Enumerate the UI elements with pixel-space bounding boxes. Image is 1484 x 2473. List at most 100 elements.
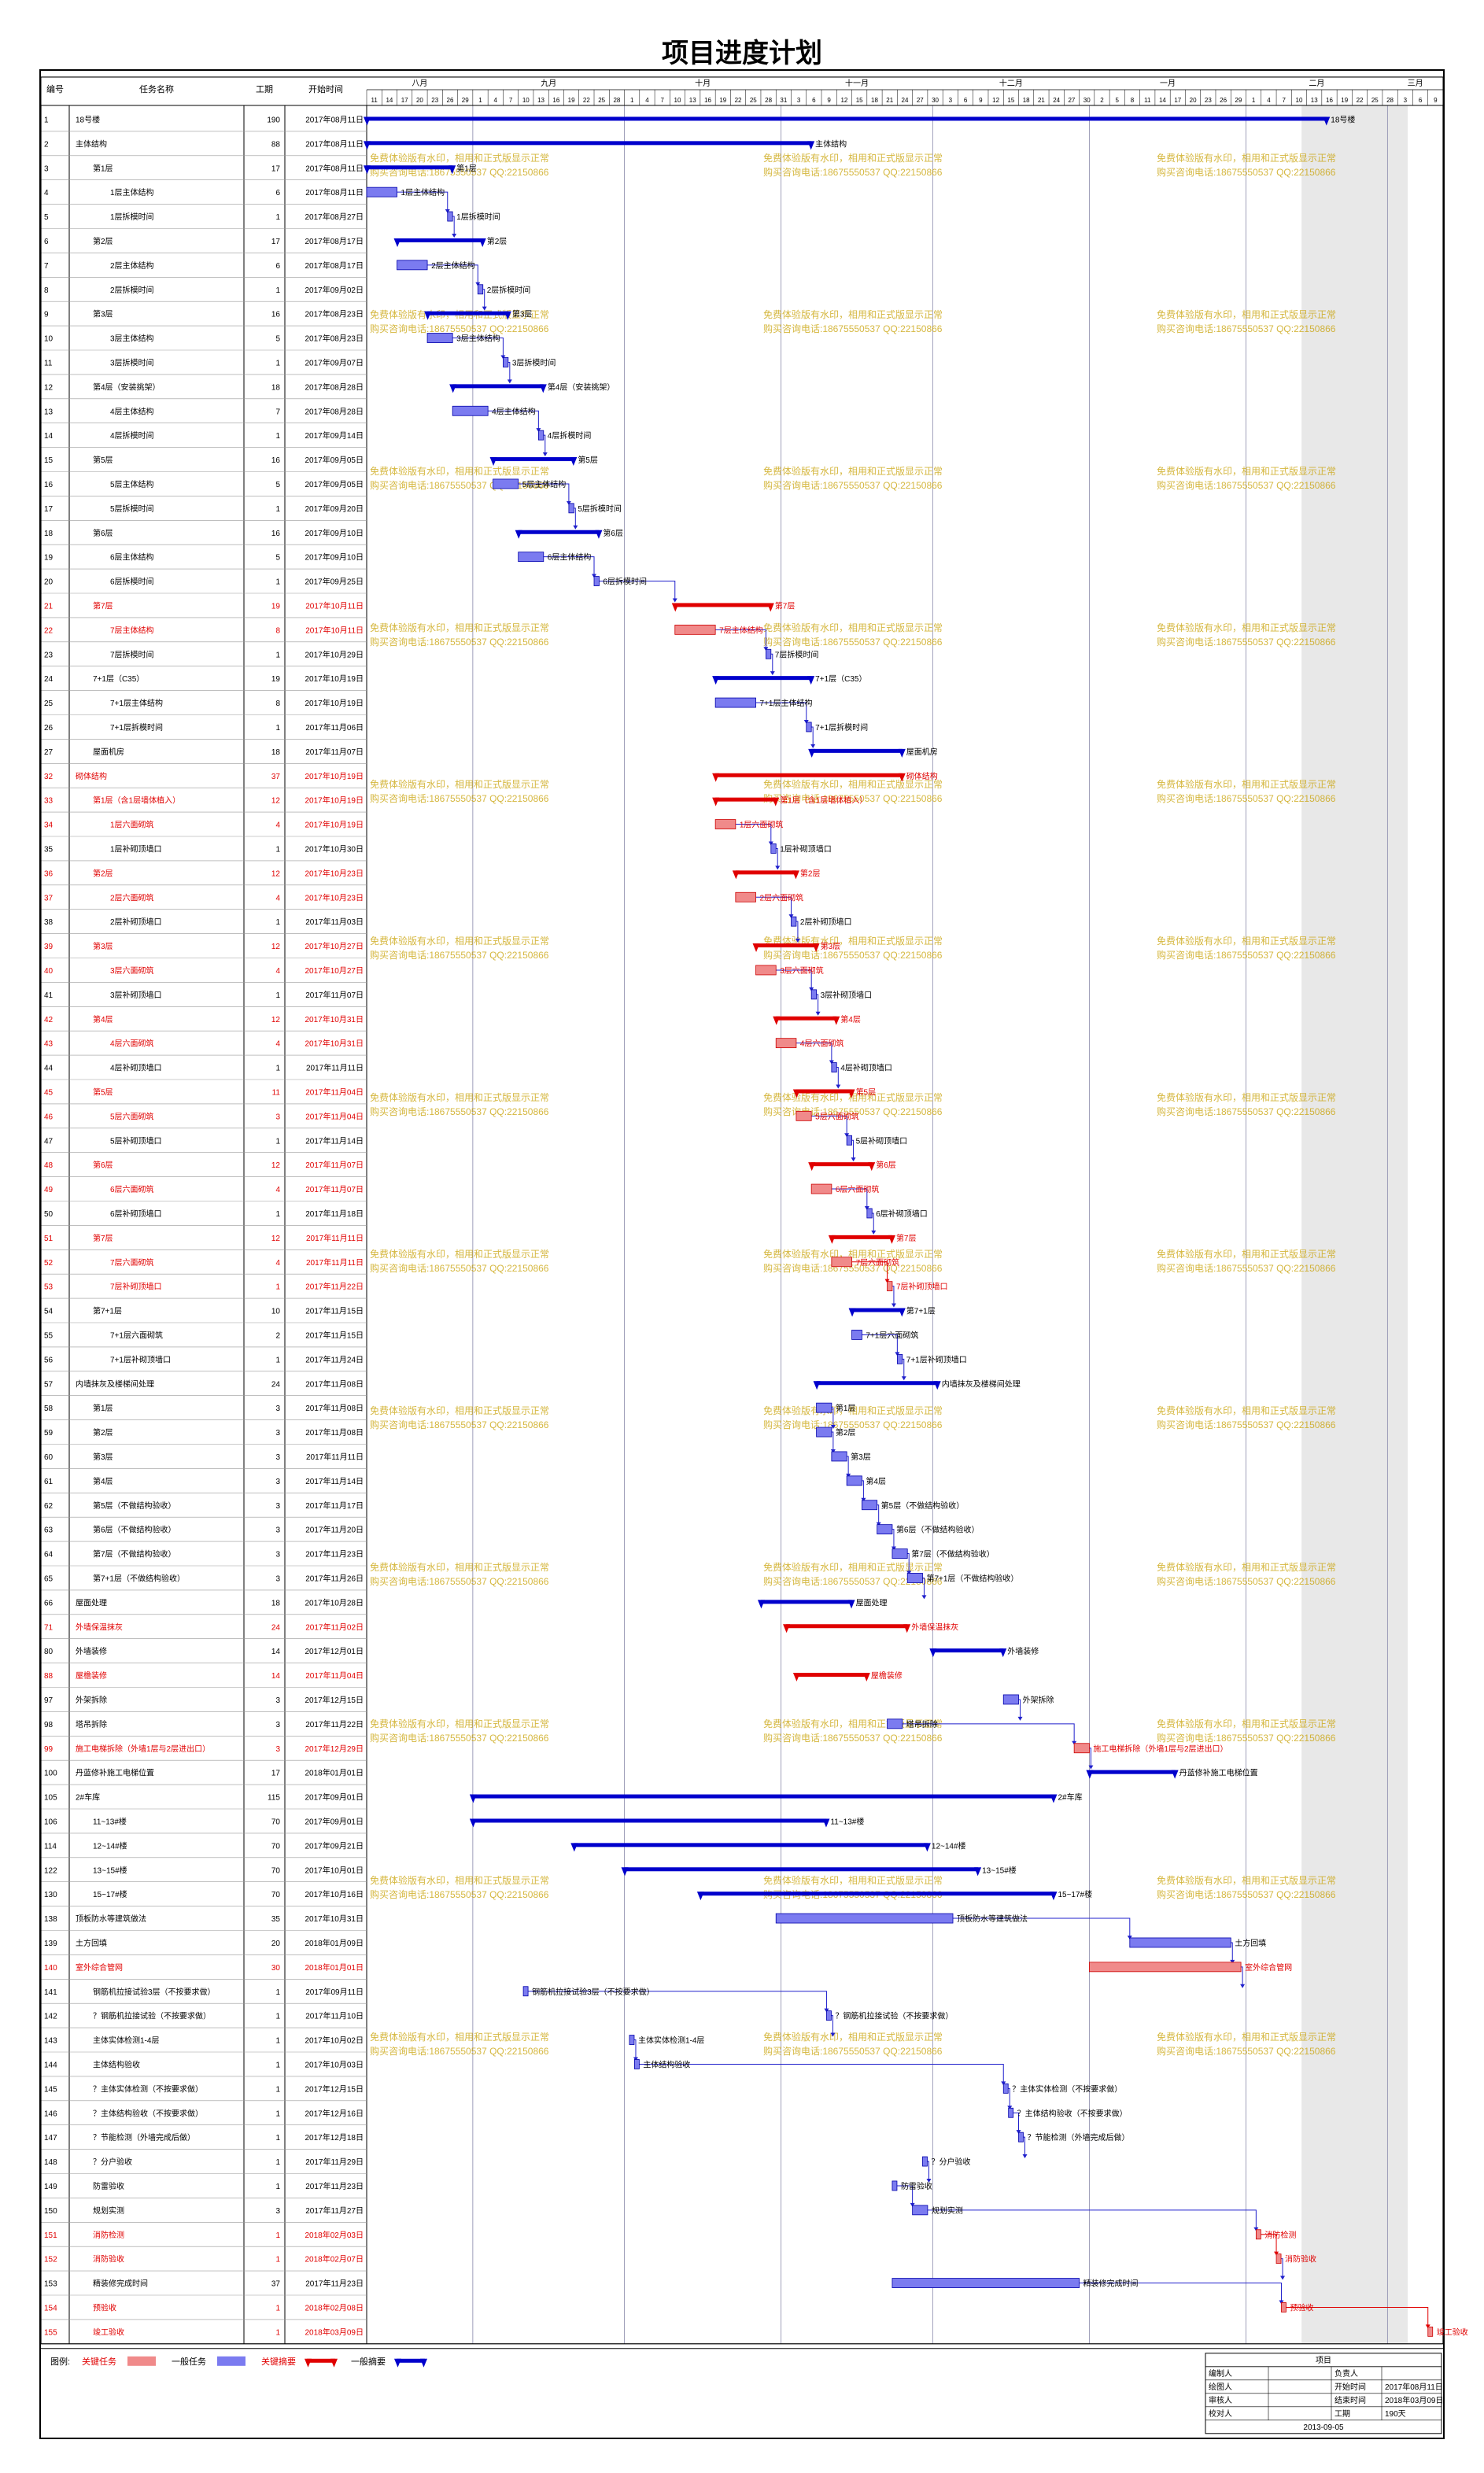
task-name: 3层拆模时间 — [110, 357, 154, 367]
task-name: 第7层 — [93, 600, 113, 611]
day-tick-label: 19 — [1341, 97, 1348, 104]
bar-label: 1层六面砌筑 — [740, 820, 784, 830]
legend-swatch-cap — [330, 2358, 338, 2368]
task-id: 42 — [44, 1016, 54, 1024]
task-bar — [503, 357, 509, 367]
summary-cap-start — [424, 311, 432, 320]
task-duration: 1 — [275, 2256, 280, 2264]
summary-bar — [674, 603, 771, 607]
dependency-link — [831, 1431, 834, 1452]
bar-label: ？钢筋机拉接试验（不按要求做） — [835, 2011, 953, 2021]
footer-project-label: 项目 — [1316, 2356, 1331, 2365]
task-duration: 12 — [271, 1235, 281, 1243]
task-id: 45 — [44, 1088, 54, 1097]
task-duration: 3 — [275, 1551, 280, 1559]
bar-label: 7+1层（C35） — [815, 674, 866, 684]
task-id: 61 — [44, 1478, 54, 1486]
summary-cap-start — [1086, 1770, 1094, 1779]
task-name: ？主体结构验收（不按要求做） — [93, 2108, 203, 2118]
day-tick-label: 14 — [386, 97, 393, 104]
bar-label: ？分户验收 — [931, 2157, 970, 2167]
summary-cap-end — [847, 1089, 855, 1098]
task-id: 32 — [44, 773, 54, 781]
watermark-text: 免费体验版有水印，相用和正式版显示正常 — [1157, 935, 1336, 947]
task-name: 1层拆模时间 — [110, 212, 154, 222]
summary-bar — [811, 1162, 873, 1167]
task-id: 33 — [44, 797, 54, 806]
task-name: 7层主体结构 — [110, 625, 154, 635]
task-name: 施工电梯拆除（外墙1层与2层进出口） — [76, 1744, 210, 1754]
summary-bar — [932, 1648, 1004, 1653]
summary-cap-end — [847, 1600, 855, 1609]
task-duration: 1 — [275, 505, 280, 514]
day-tick-label: 21 — [886, 97, 893, 104]
watermark-text: 购买咨询电话:18675550537 QQ:22150866 — [763, 949, 943, 961]
dependency-link — [831, 1407, 834, 1429]
task-bar — [518, 552, 545, 563]
task-id: 48 — [44, 1161, 54, 1170]
dependency-link — [862, 1334, 898, 1356]
dependency-arrow — [566, 500, 571, 505]
task-start: 2017年11月23日 — [305, 2279, 364, 2289]
dependency-link — [639, 2063, 1004, 2085]
bar-label: ？节能检测（外墙完成后做） — [1028, 2132, 1130, 2143]
gantt-frame — [39, 69, 1445, 2439]
task-start: 2017年09月01日 — [305, 1792, 364, 1803]
task-name: 7+1层（C35） — [93, 674, 144, 684]
task-bar — [796, 1110, 812, 1121]
bar-label: 2#车库 — [1058, 1792, 1082, 1803]
dependency-arrow — [830, 1449, 836, 1453]
dependency-link — [543, 556, 595, 578]
day-tick-label: 17 — [401, 97, 408, 104]
watermark-text: 购买咨询电话:18675550537 QQ:22150866 — [370, 1105, 549, 1117]
task-start: 2017年11月04日 — [305, 1670, 364, 1681]
task-id: 43 — [44, 1040, 54, 1049]
watermark-text: 购买咨询电话:18675550537 QQ:22150866 — [1157, 636, 1336, 648]
summary-bar — [811, 748, 903, 753]
task-name: 4层补砌顶墙口 — [110, 1063, 162, 1073]
day-tick-label: 1 — [478, 97, 482, 104]
summary-cap-end — [898, 748, 906, 758]
dependency-link — [892, 1286, 895, 1307]
task-name: 5层六面砌筑 — [110, 1111, 154, 1121]
summary-cap-end — [570, 457, 578, 467]
watermark-text: 免费体验版有水印，相用和正式版显示正常 — [370, 622, 549, 633]
task-start: 2017年11月15日 — [305, 1330, 364, 1340]
legend-swatch — [397, 2358, 425, 2363]
task-start: 2017年11月11日 — [306, 1452, 364, 1462]
footer-cell: 负责人 — [1334, 2368, 1358, 2379]
task-id: 3 — [44, 164, 49, 173]
task-name: 丹蓝修补施工电梯位置 — [76, 1768, 154, 1778]
task-start: 2017年11月07日 — [305, 747, 364, 757]
dependency-arrow — [844, 1133, 850, 1138]
task-name: ？主体实体检测（不按要求做） — [93, 2084, 203, 2094]
task-name: 15~17#楼 — [93, 1889, 127, 1899]
dependency-link — [847, 1456, 849, 1477]
task-name: 3层补砌顶墙口 — [110, 990, 162, 1000]
bar-label: ？主体实体检测（不按要求做） — [1012, 2084, 1122, 2094]
task-start: 2017年10月03日 — [305, 2059, 364, 2069]
task-duration: 14 — [271, 1672, 281, 1681]
task-duration: 18 — [271, 748, 281, 757]
task-duration: 1 — [275, 213, 280, 222]
summary-cap-end — [792, 870, 799, 880]
day-tick-label: 10 — [522, 97, 530, 104]
bar-label: 4层补砌顶墙口 — [840, 1063, 892, 1073]
task-id: 142 — [44, 2013, 57, 2021]
watermark-text: 购买咨询电话:18675550537 QQ:22150866 — [370, 1419, 549, 1430]
task-name: 第2层 — [93, 868, 113, 878]
month-label: 十一月 — [845, 78, 869, 88]
day-tick-label: 26 — [1220, 97, 1227, 104]
task-duration: 1 — [275, 2183, 280, 2191]
dependency-link — [715, 629, 766, 651]
task-name: 竣工验收 — [93, 2327, 124, 2337]
task-id: 99 — [44, 1745, 54, 1754]
dependency-arrow — [1230, 1959, 1235, 1964]
bar-label: 13~15#楼 — [982, 1865, 1017, 1875]
bar-label: 第4层（安装挑架） — [548, 382, 615, 392]
task-start: 2017年12月01日 — [305, 1646, 364, 1656]
task-id: 149 — [44, 2183, 57, 2191]
dependency-link — [796, 1043, 832, 1064]
summary-cap-start — [792, 1089, 800, 1098]
dependency-arrow — [507, 379, 512, 384]
